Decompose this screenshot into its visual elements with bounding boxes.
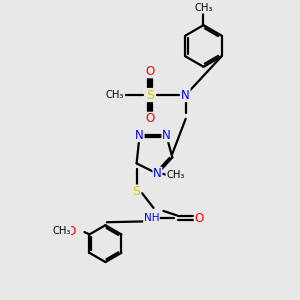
Text: O: O — [146, 112, 154, 125]
Text: NH: NH — [144, 213, 159, 224]
Text: S: S — [133, 185, 141, 198]
Text: S: S — [146, 88, 154, 101]
Text: N: N — [135, 129, 144, 142]
Text: CH₃: CH₃ — [105, 90, 124, 100]
Text: N: N — [162, 129, 171, 142]
Text: N: N — [153, 167, 162, 180]
Text: N: N — [181, 88, 190, 101]
Text: O: O — [146, 65, 154, 78]
Text: O: O — [66, 225, 76, 238]
Text: CH₃: CH₃ — [194, 3, 213, 13]
Text: O: O — [194, 212, 204, 225]
Text: CH₃: CH₃ — [166, 170, 184, 180]
Text: CH₃: CH₃ — [52, 226, 71, 236]
